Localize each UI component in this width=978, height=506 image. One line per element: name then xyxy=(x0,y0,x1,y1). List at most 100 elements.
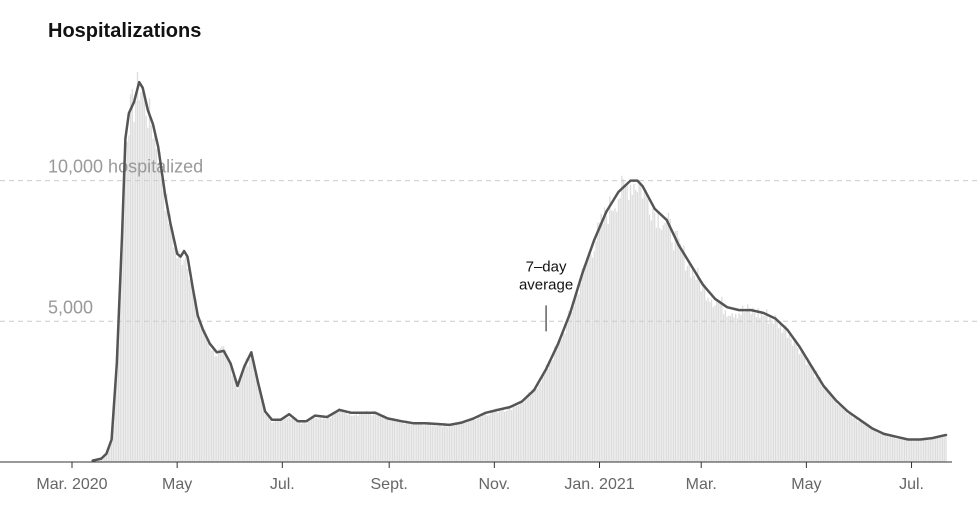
daily-bar xyxy=(181,264,183,462)
x-tick-label: May xyxy=(791,476,821,493)
daily-bar xyxy=(617,199,620,462)
daily-bar xyxy=(774,315,776,462)
daily-bar xyxy=(145,115,147,462)
daily-bar xyxy=(154,133,156,463)
daily-bar xyxy=(709,302,711,462)
daily-bar xyxy=(335,411,337,462)
daily-bar xyxy=(242,369,244,462)
daily-bar xyxy=(741,305,744,462)
daily-bar xyxy=(636,192,639,462)
daily-bar xyxy=(395,420,397,462)
daily-bar xyxy=(791,345,794,462)
daily-bar xyxy=(276,419,278,462)
chart-title: Hospitalizations xyxy=(48,20,202,42)
daily-bar xyxy=(857,421,859,462)
daily-bar xyxy=(752,307,754,462)
daily-bar xyxy=(309,420,311,462)
daily-bar xyxy=(805,364,808,462)
daily-bar xyxy=(814,377,816,462)
daily-bar xyxy=(119,277,121,462)
daily-bar xyxy=(519,401,521,462)
daily-bar xyxy=(702,282,704,462)
daily-bar xyxy=(798,354,801,462)
daily-bar xyxy=(635,189,637,462)
daily-bar xyxy=(772,323,775,462)
daily-bar xyxy=(160,178,163,462)
daily-bar xyxy=(598,222,601,462)
daily-bar xyxy=(505,410,508,462)
daily-bar xyxy=(874,428,876,462)
daily-bar xyxy=(785,325,787,462)
daily-bar xyxy=(554,346,556,462)
daily-bar xyxy=(538,384,540,462)
daily-bar xyxy=(321,419,323,462)
daily-bar xyxy=(514,406,516,462)
daily-bar xyxy=(878,433,880,462)
daily-bar xyxy=(281,420,283,462)
daily-bar xyxy=(762,315,764,462)
daily-bar xyxy=(324,419,327,462)
x-tick-label: Jan. 2021 xyxy=(564,476,634,493)
daily-bar xyxy=(260,397,263,462)
daily-bar xyxy=(298,421,301,462)
daily-bar xyxy=(910,439,913,462)
daily-bar xyxy=(597,222,599,462)
daily-bar xyxy=(402,422,404,462)
daily-bar xyxy=(829,391,832,462)
daily-bar xyxy=(881,432,883,462)
daily-bar xyxy=(457,424,459,462)
daily-bar xyxy=(307,421,309,462)
daily-bar xyxy=(890,436,892,462)
daily-bar xyxy=(629,184,632,463)
daily-bar xyxy=(533,388,535,462)
daily-bar xyxy=(797,347,799,462)
daily-bar xyxy=(645,190,647,462)
daily-bar xyxy=(736,318,739,462)
daily-bar xyxy=(319,415,321,462)
daily-bar xyxy=(578,294,580,462)
daily-bar xyxy=(174,245,177,462)
daily-bar xyxy=(693,275,695,462)
daily-bar xyxy=(523,402,525,462)
daily-bar xyxy=(705,300,708,462)
daily-bar xyxy=(559,337,561,462)
daily-bar xyxy=(743,312,745,462)
daily-bar xyxy=(150,125,152,463)
daily-bar xyxy=(167,223,170,462)
daily-bar xyxy=(226,355,228,462)
daily-bar xyxy=(224,350,227,462)
daily-bar xyxy=(604,207,606,462)
daily-bar xyxy=(869,426,871,462)
daily-bar xyxy=(631,195,633,462)
daily-bar xyxy=(452,423,454,462)
daily-bar xyxy=(326,417,328,462)
daily-bar xyxy=(345,412,347,462)
daily-bar xyxy=(97,459,99,462)
daily-bar xyxy=(560,339,563,462)
daily-bar xyxy=(462,422,464,462)
daily-bar xyxy=(495,408,497,462)
daily-bar xyxy=(843,409,845,462)
daily-bar xyxy=(286,418,289,462)
daily-bar xyxy=(179,254,182,462)
daily-bar xyxy=(638,184,640,462)
daily-bar xyxy=(602,223,604,462)
daily-bar xyxy=(622,179,625,462)
daily-bar xyxy=(104,455,106,462)
daily-bar xyxy=(895,438,897,462)
daily-bar xyxy=(297,423,299,462)
daily-bar xyxy=(221,346,223,462)
daily-bar xyxy=(928,440,930,462)
daily-bar xyxy=(905,439,907,462)
daily-bar xyxy=(435,425,437,462)
daily-bar xyxy=(685,270,687,462)
daily-bar xyxy=(431,425,433,462)
daily-bar xyxy=(812,367,814,462)
daily-bar xyxy=(198,322,201,462)
daily-bar xyxy=(178,250,180,462)
daily-bar xyxy=(871,428,873,462)
daily-bar xyxy=(885,434,887,462)
daily-bar xyxy=(485,414,487,462)
daily-bar xyxy=(388,419,390,462)
